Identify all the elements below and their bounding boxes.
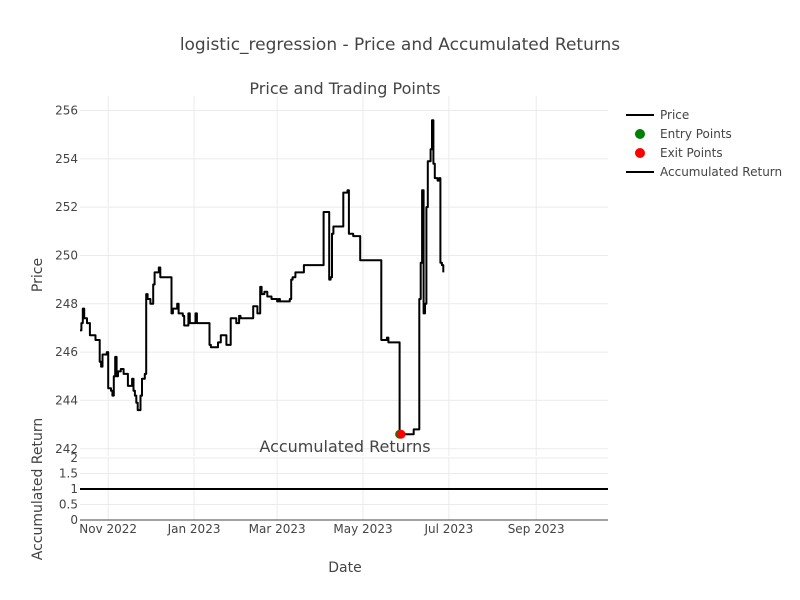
legend-label: Entry Points — [660, 127, 732, 141]
legend-item[interactable]: Accumulated Return — [626, 165, 782, 179]
returns-y-tick-label: 0 — [70, 513, 78, 527]
price-y-tick-label: 244 — [55, 393, 78, 407]
x-tick-label: May 2023 — [333, 522, 392, 536]
legend-item[interactable]: Exit Points — [635, 146, 723, 160]
legend-item[interactable]: Price — [626, 108, 689, 122]
figure-title: logistic_regression - Price and Accumula… — [180, 35, 620, 55]
price-y-tick-labels: 242 244 246 248 250 252 254 256 — [55, 103, 78, 455]
price-y-tick-label: 246 — [55, 345, 78, 359]
price-series-group — [80, 119, 445, 439]
legend-label: Price — [660, 108, 689, 122]
x-tick-labels: Nov 2022 Jan 2023 Mar 2023 May 2023 Jul 2023… — [79, 522, 564, 536]
returns-y-tick-label: 2 — [70, 451, 78, 465]
returns-y-axis-title: Accumulated Return — [30, 418, 46, 560]
x-tick-label: Nov 2022 — [79, 522, 137, 536]
price-line — [80, 119, 445, 436]
x-tick-label: Sep 2023 — [508, 522, 565, 536]
price-y-tick-label: 256 — [55, 103, 78, 117]
returns-y-tick-label: 1.5 — [59, 467, 78, 481]
legend-item[interactable]: Entry Points — [635, 127, 732, 141]
price-y-axis-title: Price — [30, 258, 46, 292]
x-axis-title: Date — [328, 560, 361, 576]
returns-y-tick-labels: 00.5 11.5 2 — [59, 451, 78, 527]
price-gridlines — [80, 96, 608, 456]
x-tick-label: Jul 2023 — [423, 522, 473, 536]
x-tick-label: Mar 2023 — [249, 522, 306, 536]
price-y-tick-label: 242 — [55, 442, 78, 456]
legend-label: Accumulated Return — [660, 165, 782, 179]
price-y-tick-label: 250 — [55, 248, 78, 262]
returns-y-tick-label: 0.5 — [59, 498, 78, 512]
price-y-tick-label: 254 — [55, 152, 78, 166]
x-tick-label: Jan 2023 — [167, 522, 221, 536]
returns-y-tick-label: 1 — [70, 482, 78, 496]
price-y-tick-label: 252 — [55, 200, 78, 214]
legend-marker-swatch — [635, 148, 645, 158]
returns-subplot-title: Accumulated Returns — [259, 437, 430, 456]
legend-marker-swatch — [635, 129, 645, 139]
price-subplot-title: Price and Trading Points — [249, 79, 440, 98]
price-y-tick-label: 248 — [55, 297, 78, 311]
exit-points-marker — [396, 429, 406, 439]
legend-label: Exit Points — [660, 146, 723, 160]
legend: Price Entry Points Exit Points Accumulated … — [626, 108, 782, 179]
